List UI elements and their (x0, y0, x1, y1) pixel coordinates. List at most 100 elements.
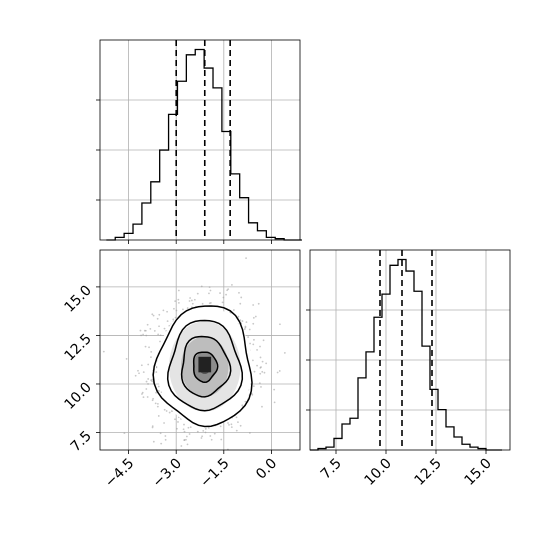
scatter-point (227, 422, 229, 424)
scatter-point (244, 400, 247, 403)
scatter-point (149, 327, 152, 330)
scatter-point (186, 443, 189, 446)
scatter-point (232, 309, 235, 311)
scatter-point (162, 309, 165, 312)
scatter-point (235, 429, 238, 432)
scatter-point (155, 391, 157, 394)
scatter-point (156, 402, 159, 405)
y-marginal-histogram (310, 258, 502, 451)
scatter-point (185, 438, 187, 441)
scatter-point (245, 321, 248, 324)
scatter-point (210, 438, 213, 441)
scatter-point (166, 320, 169, 322)
scatter-point (150, 350, 153, 353)
scatter-point (241, 320, 244, 322)
contour-line (152, 305, 253, 428)
scatter-point (146, 323, 149, 326)
scatter-point (252, 322, 255, 325)
joint-contours (152, 305, 253, 428)
scatter-point (165, 410, 168, 412)
contour-line (180, 335, 232, 398)
scatter-point (248, 328, 251, 331)
scatter-point (196, 430, 199, 433)
scatter-point (252, 304, 255, 306)
scatter-point (159, 432, 162, 435)
scatter-point (102, 350, 105, 353)
scatter-point (168, 411, 171, 414)
contour-line (166, 319, 244, 412)
scatter-point (190, 299, 193, 302)
scatter-point (220, 438, 223, 441)
scatter-point (263, 371, 266, 374)
scatter-point (283, 352, 286, 354)
scatter-point (158, 313, 161, 316)
scatter-point (183, 430, 186, 433)
x-tick-label: 10.0 (361, 456, 394, 489)
scatter-point (157, 415, 160, 417)
scatter-point (204, 431, 207, 434)
scatter-point (248, 432, 251, 434)
scatter-point (145, 380, 148, 383)
x-marginal-background (100, 40, 300, 240)
scatter-point (159, 340, 161, 343)
scatter-point (177, 421, 179, 423)
scatter-point (187, 426, 190, 429)
scatter-point (235, 416, 238, 419)
scatter-point (189, 297, 191, 299)
scatter-point (209, 435, 212, 437)
scatter-point (188, 300, 191, 302)
scatter-point (261, 370, 264, 373)
scatter-point (252, 385, 255, 387)
scatter-point (183, 439, 186, 441)
y-marginal-ticks: 7.5 10.0 12.5 15.0 (318, 450, 495, 489)
scatter-point (172, 318, 175, 321)
scatter-point (259, 372, 262, 375)
scatter-point (158, 325, 160, 328)
scatter-point (260, 386, 262, 388)
x-tick-label: 7.5 (318, 456, 345, 483)
scatter-point (253, 338, 255, 341)
y-marginal-panel: 7.5 10.0 12.5 15.0 (306, 249, 511, 489)
scatter-point (279, 323, 281, 326)
scatter-point (147, 383, 149, 385)
scatter-point (200, 437, 203, 439)
scatter-point (259, 345, 261, 348)
x-tick-label: 15.0 (461, 456, 494, 489)
y-tick-label: 7.5 (68, 428, 95, 455)
scatter-point (163, 327, 166, 330)
scatter-point (182, 308, 184, 311)
scatter-point (238, 291, 240, 294)
scatter-point (142, 333, 144, 336)
scatter-point (145, 388, 148, 390)
scatter-point (177, 302, 180, 304)
scatter-point (144, 345, 147, 348)
scatter-point (153, 330, 156, 332)
scatter-point (193, 298, 196, 301)
scatter-point (147, 378, 150, 380)
scatter-point (147, 363, 150, 366)
scatter-point (256, 364, 258, 367)
scatter-point (142, 371, 145, 374)
scatter-point (202, 429, 205, 432)
x-tick-label: 0.0 (253, 456, 280, 483)
y-marginal-grid (306, 250, 510, 450)
scatter-point (165, 498, 167, 500)
x-tick-label: −3.0 (150, 456, 185, 491)
scatter-point (154, 402, 157, 405)
scatter-point (245, 257, 247, 260)
scatter-point (259, 356, 262, 359)
scatter-point (265, 362, 268, 365)
scatter-point (273, 388, 276, 391)
scatter-point (186, 307, 189, 309)
scatter-point (164, 438, 167, 441)
y-marginal-background (310, 250, 510, 450)
scatter-point (256, 349, 258, 351)
scatter-point (257, 302, 260, 305)
scatter-point (134, 374, 137, 377)
scatter-point (156, 405, 159, 408)
scatter-point (225, 293, 227, 296)
scatter-point (156, 317, 159, 320)
scatter-point (152, 314, 155, 317)
density-peak (198, 356, 212, 373)
